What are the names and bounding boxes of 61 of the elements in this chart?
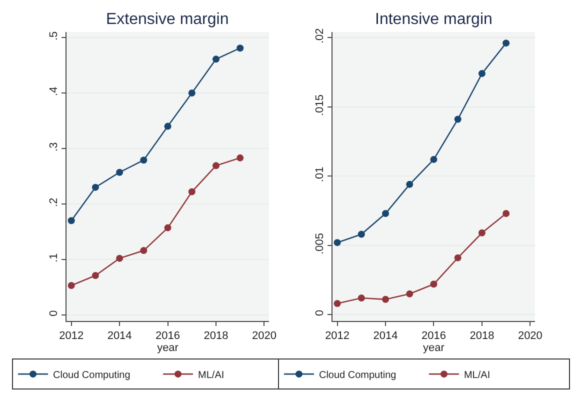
chart-title: Extensive margin xyxy=(106,11,229,28)
point xyxy=(164,224,172,232)
x-tick-label: 2018 xyxy=(470,330,494,342)
point xyxy=(334,239,341,246)
point xyxy=(430,280,438,288)
x-tick-label: 2012 xyxy=(59,330,84,342)
x-axis-title: year xyxy=(157,342,179,354)
point xyxy=(116,254,124,262)
point xyxy=(140,247,148,254)
y-tick-label: .02 xyxy=(314,28,326,44)
y-tick-label: .4 xyxy=(48,86,60,96)
x-tick-label: 2020 xyxy=(518,330,542,342)
x-tick-label: 2020 xyxy=(252,330,276,342)
point xyxy=(92,272,99,280)
point xyxy=(358,230,365,238)
legend-label: Cloud Computing xyxy=(318,370,396,381)
point xyxy=(382,296,390,303)
point xyxy=(406,180,414,188)
point xyxy=(454,254,462,262)
point xyxy=(502,40,510,47)
y-tick-label: .5 xyxy=(48,31,60,40)
point xyxy=(478,70,486,78)
point xyxy=(334,300,341,308)
x-tick-label: 2018 xyxy=(204,330,228,342)
point xyxy=(140,156,148,164)
point xyxy=(68,282,75,289)
x-tick-label: 2012 xyxy=(325,330,350,342)
point xyxy=(212,162,220,170)
x-tick-label: 2014 xyxy=(373,330,398,342)
x-tick-label: 2016 xyxy=(422,330,446,342)
point xyxy=(236,44,244,52)
y-tick-label: .01 xyxy=(314,166,326,182)
y-tick-label: 0 xyxy=(314,310,326,316)
point xyxy=(68,217,75,224)
y-tick-label: .3 xyxy=(48,142,60,152)
y-tick-label: .005 xyxy=(314,233,326,254)
point xyxy=(188,188,196,196)
legend-label: ML/AI xyxy=(464,370,490,381)
x-axis-title: year xyxy=(423,342,445,354)
point xyxy=(212,56,220,63)
point xyxy=(406,290,414,298)
legend-label: Cloud Computing xyxy=(53,370,130,381)
point xyxy=(478,229,486,236)
point xyxy=(382,210,390,217)
point xyxy=(502,210,510,217)
y-tick-label: 0 xyxy=(48,310,60,316)
point xyxy=(92,184,99,191)
y-tick-label: .015 xyxy=(314,94,326,116)
point xyxy=(236,154,244,162)
x-tick-label: 2014 xyxy=(107,330,132,342)
legend-label: ML/AI xyxy=(198,370,224,381)
point xyxy=(358,294,365,302)
chart-title: Intensive margin xyxy=(375,11,492,28)
x-tick-label: 2016 xyxy=(156,330,180,342)
y-tick-label: .2 xyxy=(48,198,60,207)
point xyxy=(430,156,438,163)
y-tick-label: .1 xyxy=(48,253,60,262)
point xyxy=(164,122,172,130)
point xyxy=(188,90,196,97)
point xyxy=(116,168,124,176)
point xyxy=(454,116,462,123)
